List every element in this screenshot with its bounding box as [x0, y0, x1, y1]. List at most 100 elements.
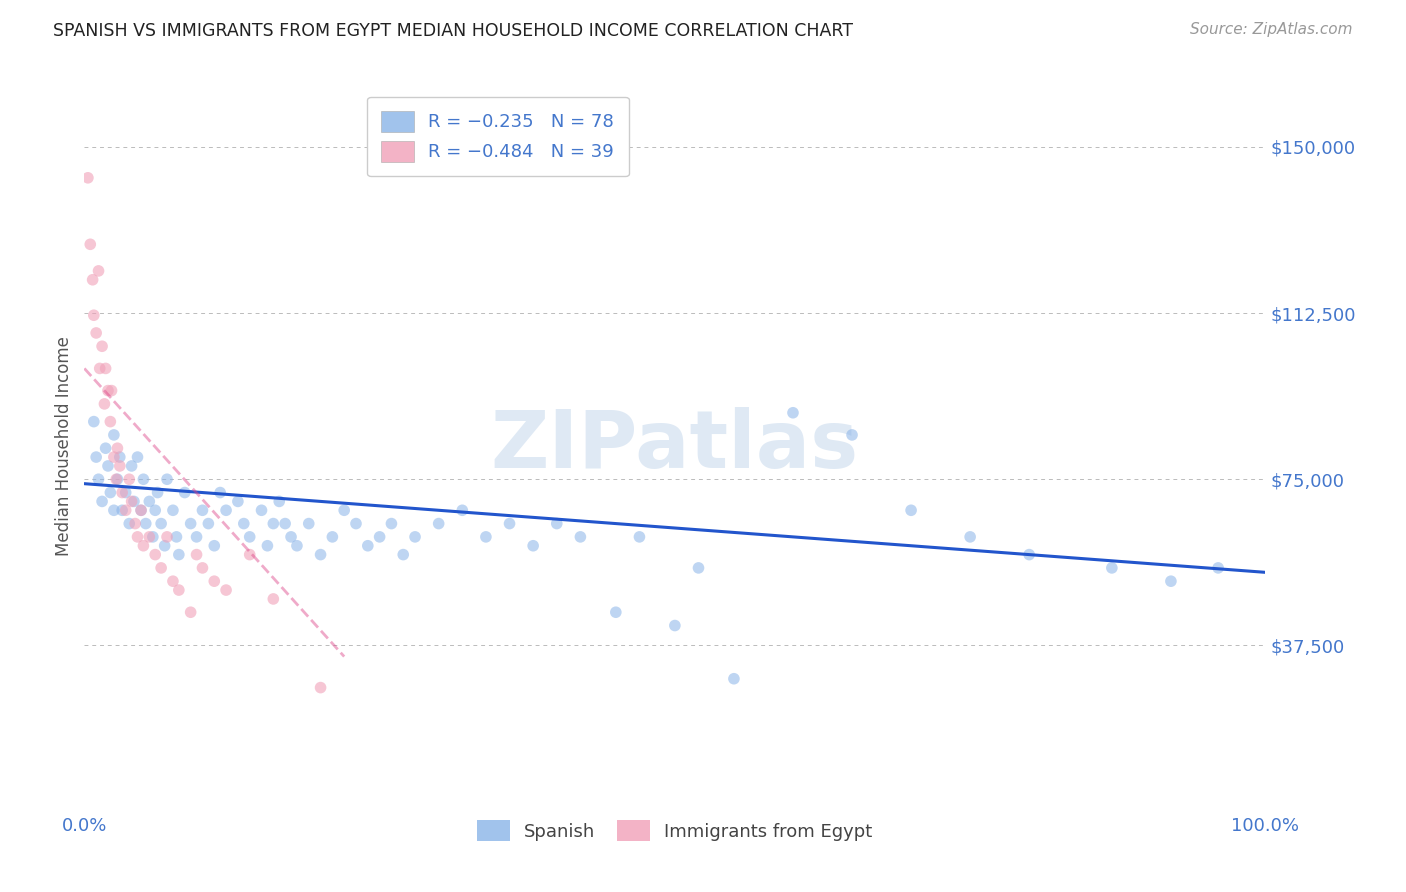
Point	[108, 450, 131, 464]
Point	[89, 361, 111, 376]
Point	[162, 503, 184, 517]
Point	[127, 450, 149, 464]
Point	[143, 548, 166, 562]
Point	[82, 273, 104, 287]
Point	[91, 339, 114, 353]
Point	[118, 516, 141, 531]
Point	[250, 503, 273, 517]
Point	[97, 384, 120, 398]
Point	[94, 361, 117, 376]
Point	[142, 530, 165, 544]
Point	[959, 530, 981, 544]
Point	[215, 583, 238, 598]
Point	[1018, 548, 1040, 562]
Point	[285, 539, 308, 553]
Point	[118, 472, 141, 486]
Point	[180, 516, 202, 531]
Point	[129, 503, 152, 517]
Text: Source: ZipAtlas.com: Source: ZipAtlas.com	[1189, 22, 1353, 37]
Point	[546, 516, 568, 531]
Point	[451, 503, 474, 517]
Point	[132, 539, 155, 553]
Point	[105, 472, 128, 486]
Point	[309, 681, 332, 695]
Point	[100, 384, 122, 398]
Point	[91, 494, 114, 508]
Point	[166, 530, 188, 544]
Point	[321, 530, 343, 544]
Point	[900, 503, 922, 517]
Point	[269, 494, 291, 508]
Point	[380, 516, 402, 531]
Point	[111, 503, 134, 517]
Point	[156, 472, 179, 486]
Point	[167, 548, 190, 562]
Point	[77, 170, 100, 185]
Point	[153, 539, 176, 553]
Y-axis label: Median Household Income: Median Household Income	[55, 336, 73, 556]
Point	[262, 591, 284, 606]
Point	[215, 503, 238, 517]
Point	[605, 605, 627, 619]
Point	[114, 485, 136, 500]
Point	[98, 485, 121, 500]
Point	[156, 530, 179, 544]
Point	[122, 494, 145, 508]
Point	[197, 516, 219, 531]
Point	[84, 326, 107, 340]
Point	[150, 561, 173, 575]
Point	[138, 494, 160, 508]
Point	[688, 561, 710, 575]
Point	[108, 458, 131, 473]
Point	[107, 441, 129, 455]
Point	[83, 415, 105, 429]
Text: SPANISH VS IMMIGRANTS FROM EGYPT MEDIAN HOUSEHOLD INCOME CORRELATION CHART: SPANISH VS IMMIGRANTS FROM EGYPT MEDIAN …	[53, 22, 853, 40]
Point	[94, 441, 117, 455]
Point	[173, 485, 195, 500]
Point	[180, 605, 202, 619]
Point	[333, 503, 356, 517]
Point	[239, 530, 262, 544]
Point	[87, 264, 110, 278]
Point	[135, 516, 157, 531]
Point	[664, 618, 686, 632]
Point	[138, 530, 160, 544]
Point	[1101, 561, 1123, 575]
Point	[262, 516, 284, 531]
Point	[186, 530, 208, 544]
Point	[150, 516, 173, 531]
Point	[191, 561, 214, 575]
Point	[427, 516, 450, 531]
Point	[143, 503, 166, 517]
Point	[83, 308, 105, 322]
Point	[392, 548, 415, 562]
Point	[1160, 574, 1182, 589]
Point	[498, 516, 520, 531]
Point	[129, 503, 152, 517]
Point	[162, 574, 184, 589]
Point	[569, 530, 592, 544]
Point	[344, 516, 367, 531]
Point	[191, 503, 214, 517]
Legend: Spanish, Immigrants from Egypt: Spanish, Immigrants from Egypt	[468, 812, 882, 850]
Point	[226, 494, 249, 508]
Point	[309, 548, 332, 562]
Text: ZIPatlas: ZIPatlas	[491, 407, 859, 485]
Point	[146, 485, 169, 500]
Point	[121, 458, 143, 473]
Point	[202, 574, 225, 589]
Point	[628, 530, 651, 544]
Point	[723, 672, 745, 686]
Point	[103, 503, 125, 517]
Point	[97, 458, 120, 473]
Point	[256, 539, 278, 553]
Point	[232, 516, 254, 531]
Point	[404, 530, 426, 544]
Point	[841, 428, 863, 442]
Point	[98, 415, 121, 429]
Point	[103, 428, 125, 442]
Point	[209, 485, 232, 500]
Point	[127, 530, 149, 544]
Point	[167, 583, 190, 598]
Point	[132, 472, 155, 486]
